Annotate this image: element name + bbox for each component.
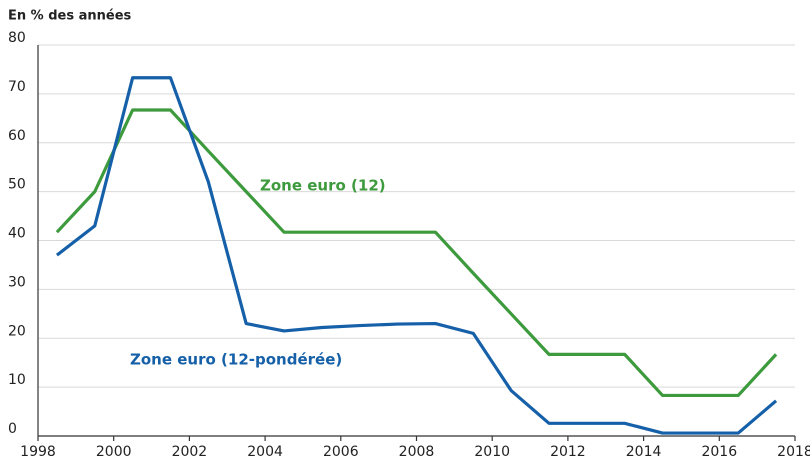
y-tick-label: 0 [8, 421, 17, 437]
x-tick-label: 1998 [20, 444, 56, 460]
x-tick-label: 2012 [550, 444, 586, 460]
y-tick-label: 30 [8, 274, 26, 290]
x-tick-label: 2006 [323, 444, 359, 460]
x-tick-label: 2004 [247, 444, 283, 460]
y-tick-label: 70 [8, 79, 26, 95]
y-tick-label: 60 [8, 128, 26, 144]
x-tick-label: 2014 [626, 444, 662, 460]
x-tick-label: 2010 [474, 444, 510, 460]
x-tick-label: 2000 [96, 444, 132, 460]
y-tick-label: 50 [8, 177, 26, 193]
x-tick-label: 2008 [399, 444, 435, 460]
series-label: Zone euro (12) [260, 177, 386, 195]
y-tick-label: 40 [8, 226, 26, 242]
y-tick-label: 10 [8, 372, 26, 388]
x-tick-label: 2016 [701, 444, 737, 460]
series-label: Zone euro (12-pondérée) [130, 351, 342, 369]
y-tick-label: 80 [8, 30, 26, 46]
y-tick-label: 20 [8, 323, 26, 339]
chart-title: En % des années [8, 9, 132, 24]
x-tick-label: 2002 [172, 444, 208, 460]
series-line [55, 108, 778, 398]
series-line [55, 76, 778, 435]
x-tick-label: 2018 [777, 444, 810, 460]
